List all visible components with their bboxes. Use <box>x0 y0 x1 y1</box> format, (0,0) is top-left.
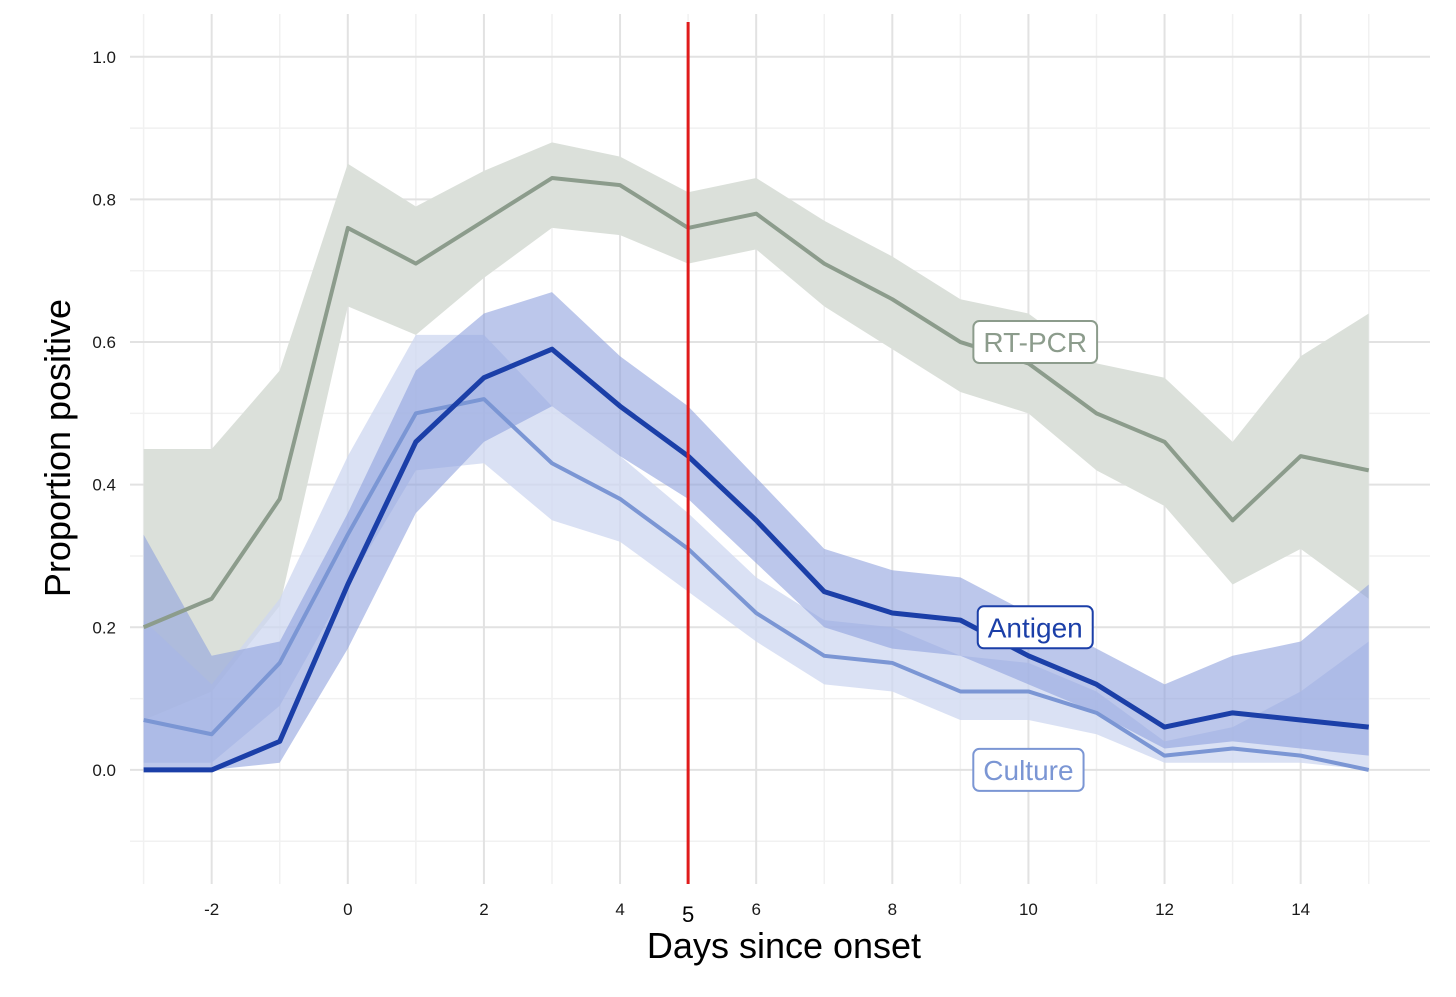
x-tick-label: 14 <box>1291 900 1310 919</box>
x-tick-label: 0 <box>343 900 352 919</box>
series-label-rtpcr: RT-PCR <box>972 320 1099 365</box>
x-axis-title: Days since onset <box>647 925 921 966</box>
y-tick-label: 0.4 <box>92 476 116 495</box>
y-tick-label: 1.0 <box>92 48 116 67</box>
x-tick-label: 8 <box>888 900 897 919</box>
reference-line-layer: 5 <box>682 22 694 927</box>
x-tick-label: 4 <box>615 900 624 919</box>
series-label-antigen: Antigen <box>976 605 1094 650</box>
x-tick-label: -2 <box>204 900 219 919</box>
line-antigen <box>143 346 1370 773</box>
line-culture <box>143 397 1370 772</box>
band-rtpcr <box>143 142 1369 720</box>
tick-labels: -2 0 2 4 6 8 10 12 14 0.0 0.2 0.4 0.6 0.8 1.0 <box>92 48 1310 919</box>
line-rtpcr <box>142 176 1370 630</box>
series-lines <box>142 176 1370 773</box>
series-label-box <box>972 747 1085 792</box>
x-tick-label: 6 <box>751 900 760 919</box>
x-tick-label: 2 <box>479 900 488 919</box>
x-tick-label: 10 <box>1019 900 1038 919</box>
series-label-box <box>976 605 1094 650</box>
series-labels: RT-PCR Culture Antigen <box>972 320 1099 792</box>
x-tick-label: 12 <box>1155 900 1174 919</box>
series-label-text: RT-PCR <box>983 327 1087 358</box>
y-tick-label: 0.2 <box>92 618 116 637</box>
series-label-box <box>972 320 1099 365</box>
y-tick-label: 0.8 <box>92 190 116 209</box>
series-label-text: Antigen <box>988 612 1083 643</box>
series-label-text: Culture <box>983 755 1073 786</box>
reference-line-label: 5 <box>682 902 694 927</box>
y-axis-title: Proportion positive <box>37 299 78 597</box>
y-tick-label: 0.0 <box>92 761 116 780</box>
y-tick-label: 0.6 <box>92 333 116 352</box>
series-label-culture: Culture <box>972 747 1085 792</box>
